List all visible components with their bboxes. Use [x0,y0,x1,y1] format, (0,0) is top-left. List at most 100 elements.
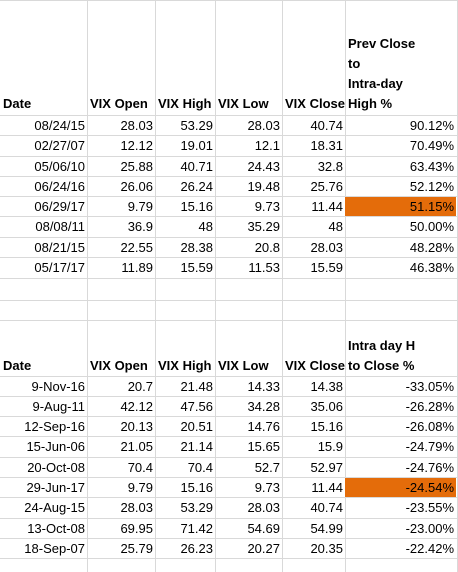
table-cell: 48 [328,219,343,234]
column-header-line: Intra day H [348,338,416,353]
column-header: VIX Low [218,358,269,373]
table-cell: 21.48 [180,379,213,394]
table-cell: 15.16 [180,199,213,214]
grid-row-line [0,538,458,539]
table-cell: -23.00% [405,521,454,536]
table-cell: 28.03 [247,500,280,515]
grid-row-line [0,196,458,197]
table-cell: 08/24/15 [34,118,85,133]
table-cell: 15.16 [180,480,213,495]
table-cell: -24.79% [405,439,454,454]
column-header: Intra day H to Close % [345,336,415,376]
table-cell: 24.43 [247,159,280,174]
table-cell: 20.7 [127,379,153,394]
table-cell: 35.29 [247,219,280,234]
table-cell: 34.28 [247,399,280,414]
table-cell: 9-Aug-11 [32,399,85,414]
table-cell: 12-Sep-16 [24,419,85,434]
table-cell: 9.79 [127,199,153,214]
grid-row-line [0,320,458,321]
table-cell: -22.42% [405,541,454,556]
grid-row-line [0,278,458,279]
grid-row-line [0,518,458,519]
table-cell: 15.9 [317,439,343,454]
table-cell: 11.53 [248,260,280,275]
column-header: VIX High [158,96,212,111]
table-cell: 29-Jun-17 [26,480,85,495]
grid-row-line [0,216,458,217]
column-header-line: High % [348,96,393,111]
table-cell: 20-Oct-08 [27,460,85,475]
table-cell: 40.74 [310,118,343,133]
table-cell: 18.31 [310,138,343,153]
table-cell: 40.71 [180,159,213,174]
table-cell: 40.74 [310,500,343,515]
table-cell: 36.9 [127,219,153,234]
grid-row-line [0,558,458,559]
table-cell: 14.38 [310,379,343,394]
table-cell: 05/06/10 [34,159,85,174]
grid-column-line [345,0,346,572]
table-cell: 46.38% [409,260,454,275]
table-cell: 11.44 [311,480,343,495]
grid-column-line [155,0,156,572]
table-cell: 12.1 [254,138,280,153]
column-header: VIX Open [90,96,148,111]
grid-row-line [0,477,458,478]
table-cell: 24-Aug-15 [24,500,85,515]
table-cell: -24.54% [345,478,456,497]
table-cell: 14.76 [247,419,280,434]
table-cell: 11.89 [121,260,153,275]
table-cell: 25.76 [310,179,343,194]
column-header: VIX Low [218,96,269,111]
table-cell: 15-Jun-06 [26,439,85,454]
grid-column-line [215,0,216,572]
table-cell: 08/21/15 [34,240,85,255]
column-header: VIX Close [285,96,345,111]
table-cell: 48.28% [409,240,454,255]
table-cell: 28.03 [247,118,280,133]
column-header-line: Prev Close [348,36,416,51]
table-cell: 42.12 [120,399,153,414]
table-cell: -33.05% [405,379,454,394]
grid-row-line [0,156,458,157]
table-cell: 21.05 [120,439,153,454]
table-cell: 22.55 [120,240,153,255]
table-cell: 35.06 [310,399,343,414]
table-cell: -23.55% [405,500,454,515]
table-cell: 53.29 [180,118,213,133]
table-cell: 20.27 [247,541,280,556]
table-cell: 20.8 [254,240,280,255]
table-cell: 20.35 [310,541,343,556]
table-cell: 70.4 [187,460,213,475]
grid-row-line [0,257,458,258]
table-cell: 15.16 [310,419,343,434]
table-cell: 28.38 [180,240,213,255]
table-cell: 11.44 [311,199,343,214]
table-cell: 12.12 [120,138,153,153]
grid-row-line [0,457,458,458]
table-cell: 25.79 [120,541,153,556]
table-cell: 32.8 [317,159,343,174]
table-cell: 06/24/16 [34,179,85,194]
table-cell: 52.12% [409,179,454,194]
table-cell: 63.43% [409,159,454,174]
grid-row-line [0,300,458,301]
table-cell: 9-Nov-16 [31,379,85,394]
table-cell: 06/29/17 [34,199,85,214]
table-cell: 21.14 [180,439,213,454]
table-cell: 15.65 [247,439,280,454]
table-cell: 19.48 [247,179,280,194]
column-header-line: Intra-day [348,76,403,91]
table-cell: 47.56 [180,399,213,414]
table-cell: 05/17/17 [34,260,85,275]
table-cell: 70.49% [409,138,454,153]
grid-row-line [0,135,458,136]
grid-row-line [0,396,458,397]
table-cell: 19.01 [180,138,213,153]
table-cell: 26.06 [120,179,153,194]
table-cell: 28.03 [310,240,343,255]
table-cell: 08/08/11 [35,219,85,234]
grid-column-line [87,0,88,572]
